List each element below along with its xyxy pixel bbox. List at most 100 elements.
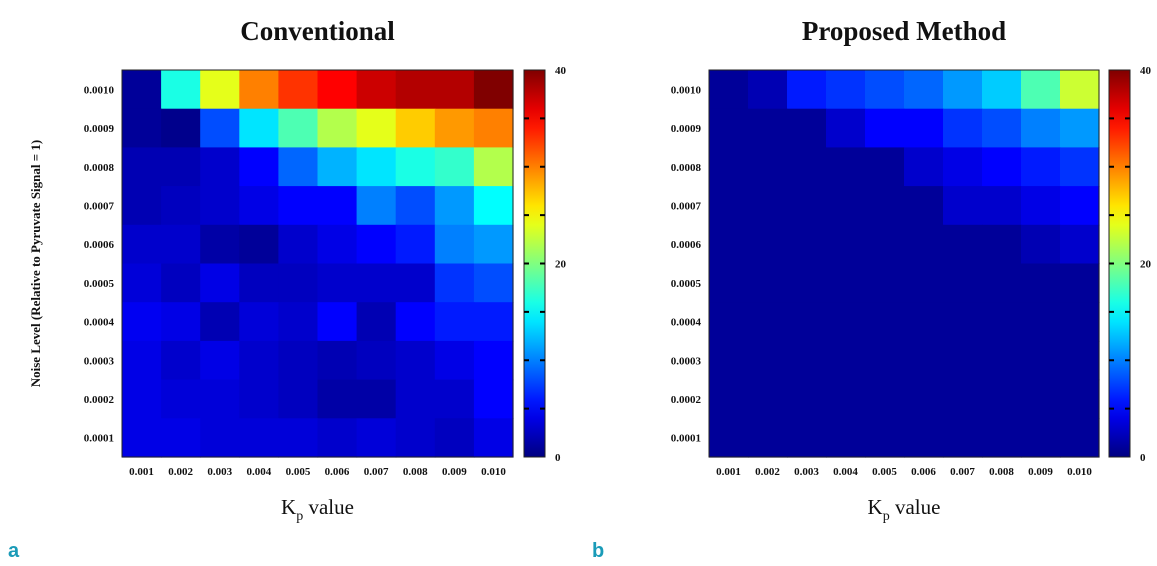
heatmap-cell <box>278 108 319 148</box>
heatmap-cell <box>122 263 162 303</box>
heatmap-cell <box>904 224 944 265</box>
heatmap-cell <box>1060 302 1100 342</box>
x-tick-label: 0.001 <box>716 466 741 478</box>
heatmap-cell <box>982 302 1022 342</box>
heatmap-cell <box>1021 147 1061 187</box>
heatmap-cell <box>356 186 397 226</box>
heatmap-cell <box>865 340 905 381</box>
heatmap-cell <box>787 70 827 110</box>
x-tick-label: 0.008 <box>403 466 428 478</box>
heatmap-cell <box>943 263 983 303</box>
x-axis-label-subscript: p <box>296 509 303 524</box>
heatmap-cell <box>356 418 397 458</box>
heatmap-cell <box>278 147 319 187</box>
heatmap-cell <box>982 340 1022 381</box>
heatmap-cell <box>473 70 514 110</box>
heatmap-cell <box>826 70 866 110</box>
heatmap-cell <box>161 186 201 226</box>
x-tick-label: 0.004 <box>246 466 271 478</box>
heatmap-cell <box>200 224 240 265</box>
heatmap-cell <box>122 70 162 110</box>
y-tick-label: 0.0005 <box>84 278 115 290</box>
y-axis-label: Noise Level (Relative to Pyruvate Signal… <box>28 140 43 388</box>
x-tick-label: 0.006 <box>325 466 350 478</box>
heatmap-cell <box>473 340 514 381</box>
heatmap-cell <box>200 302 240 342</box>
heatmap-cell <box>161 224 201 265</box>
heatmap-cell <box>826 224 866 265</box>
heatmap-cell <box>865 379 905 419</box>
x-tick-label: 0.008 <box>989 466 1014 478</box>
heatmap-cell <box>865 302 905 342</box>
x-tick-label: 0.010 <box>1067 466 1092 478</box>
heatmap-cell <box>122 147 162 187</box>
x-tick-label: 0.007 <box>950 466 975 478</box>
heatmap-cell <box>395 379 436 419</box>
heatmap-cell <box>434 418 475 458</box>
heatmap-cell <box>434 340 475 381</box>
heatmap-cell <box>161 340 201 381</box>
heatmap-cell <box>709 224 749 265</box>
heatmap-cell <box>200 186 240 226</box>
chart-title: Conventional <box>240 16 395 46</box>
x-tick-label: 0.002 <box>755 466 780 478</box>
heatmap-cell <box>317 186 358 226</box>
y-tick-label: 0.0009 <box>84 123 115 135</box>
colorbar-tick-label: 0 <box>1140 452 1146 464</box>
heatmap-cell <box>748 263 788 303</box>
heatmap-cell <box>473 418 514 458</box>
heatmap-cell <box>904 379 944 419</box>
panel-label-a: a <box>8 540 20 562</box>
heatmap-cell <box>122 340 162 381</box>
y-tick-label: 0.0006 <box>84 239 115 251</box>
heatmap-cell <box>239 70 279 110</box>
heatmap-panel-a: Conventional0.00100.00090.00080.00070.00… <box>28 16 567 524</box>
heatmap-cell <box>278 302 319 342</box>
heatmap-cell <box>943 418 983 458</box>
heatmap-cell <box>356 379 397 419</box>
heatmap-cell <box>1021 379 1061 419</box>
heatmap-cell <box>709 186 749 226</box>
heatmap-cell <box>982 224 1022 265</box>
heatmap-cell <box>473 263 514 303</box>
heatmap-cell <box>161 418 201 458</box>
heatmap-cell <box>1060 147 1100 187</box>
heatmap-cell <box>748 224 788 265</box>
heatmap-cell <box>200 340 240 381</box>
x-tick-label: 0.003 <box>794 466 819 478</box>
heatmap-cell <box>434 147 475 187</box>
heatmap-cell <box>748 147 788 187</box>
heatmap-cell <box>787 186 827 226</box>
x-axis-label-subscript: p <box>883 509 890 524</box>
heatmap-cell <box>943 340 983 381</box>
heatmap-cell <box>122 108 162 148</box>
heatmap-cell <box>748 340 788 381</box>
heatmap-cell <box>982 418 1022 458</box>
heatmap-cell <box>787 418 827 458</box>
heatmap-cell <box>122 224 162 265</box>
heatmap-cell <box>826 340 866 381</box>
heatmap-cell <box>709 263 749 303</box>
heatmap-cell <box>826 418 866 458</box>
heatmap-cell <box>787 263 827 303</box>
chart-title: Proposed Method <box>802 16 1006 46</box>
x-axis-label-rest: value <box>890 495 941 519</box>
heatmap-cell <box>356 70 397 110</box>
y-tick-label: 0.0008 <box>84 162 115 174</box>
heatmap-cell <box>826 263 866 303</box>
y-tick-label: 0.0006 <box>671 239 702 251</box>
heatmap-cell <box>943 186 983 226</box>
colorbar-tick-label: 20 <box>1140 259 1152 271</box>
x-tick-label: 0.005 <box>872 466 897 478</box>
heatmap-cell <box>865 147 905 187</box>
heatmap-cell <box>473 224 514 265</box>
x-axis-label-main: K <box>868 495 883 519</box>
heatmap-cell <box>317 379 358 419</box>
heatmap-cell <box>434 70 475 110</box>
heatmap-cell <box>239 147 279 187</box>
heatmap-cell <box>709 70 749 110</box>
heatmap-cell <box>982 263 1022 303</box>
plot-frame <box>121 69 514 458</box>
heatmap-cell <box>982 186 1022 226</box>
heatmap-cell <box>748 379 788 419</box>
